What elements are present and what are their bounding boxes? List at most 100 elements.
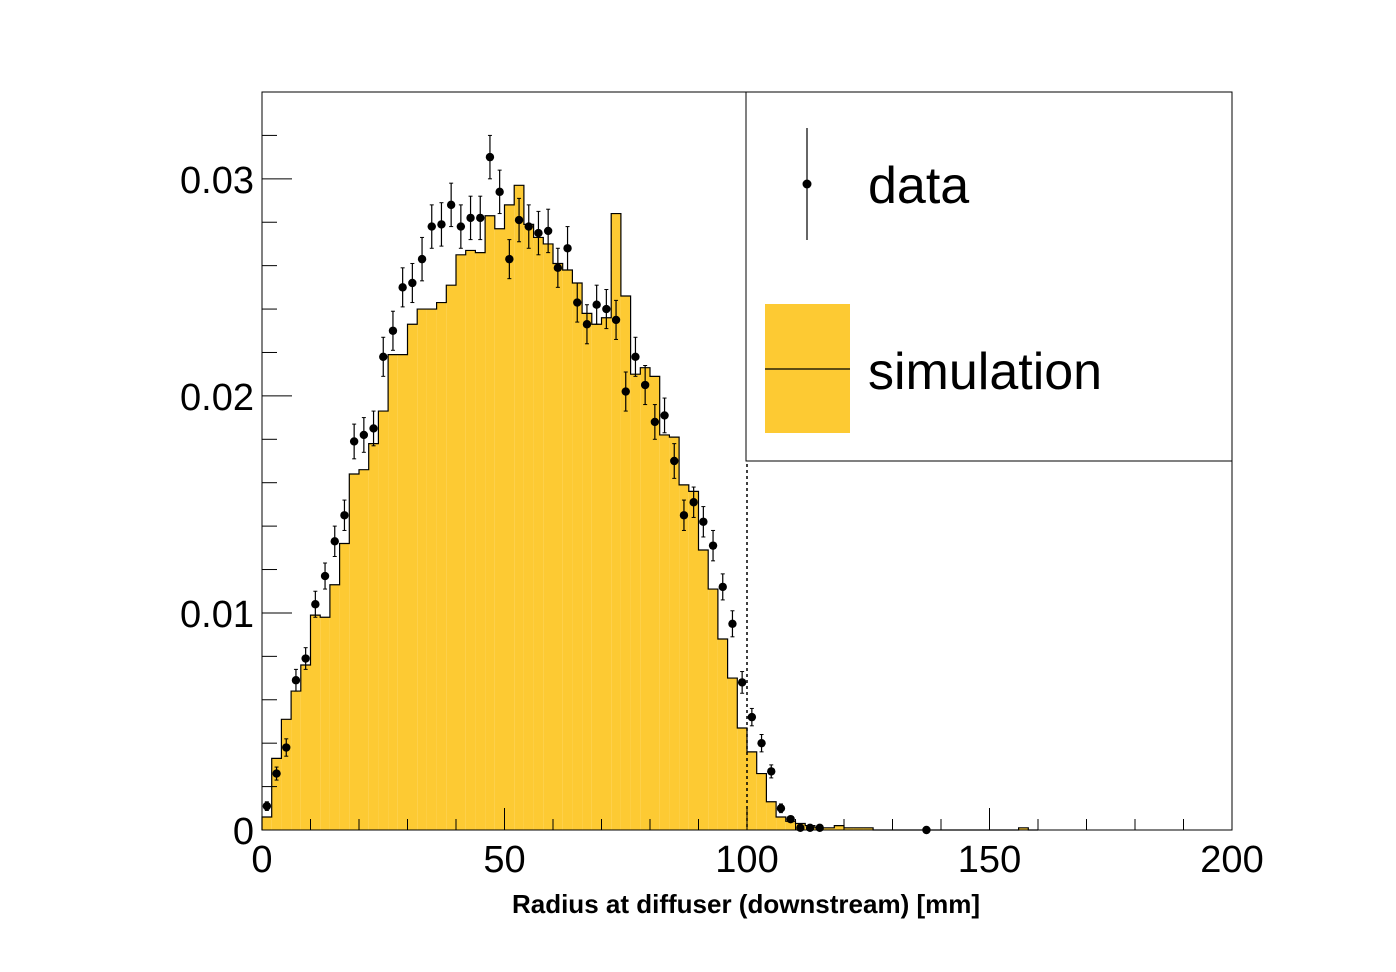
data-point [330, 537, 339, 546]
legend-simulation-label: simulation [868, 343, 1102, 401]
data-point [689, 498, 698, 507]
data-point [757, 738, 766, 748]
data-point [602, 304, 611, 314]
simulation-bin [543, 243, 553, 831]
data-point [708, 541, 718, 550]
simulation-bin [698, 549, 709, 830]
simulation-bin [562, 269, 573, 830]
simulation-bin [378, 411, 389, 830]
data-point [476, 213, 485, 223]
data-point [349, 437, 359, 446]
simulation-bin [756, 773, 767, 830]
data-point [524, 222, 533, 231]
data-point [679, 511, 689, 520]
simulation-bin [785, 821, 796, 830]
simulation-bin [611, 213, 621, 830]
simulation-bin [533, 237, 544, 830]
simulation-bin [494, 228, 505, 830]
simulation-bin [271, 758, 282, 830]
simulation-bin [456, 254, 466, 830]
data-point [446, 200, 456, 210]
data-point [320, 571, 330, 581]
data-point [262, 801, 272, 811]
data-point [369, 424, 378, 433]
data-point [311, 600, 320, 609]
data-point [621, 387, 630, 396]
data-point [786, 814, 795, 824]
simulation-bin [863, 827, 874, 830]
data-point [592, 300, 601, 309]
data-points [262, 134, 931, 835]
data-point [437, 220, 446, 229]
data-point [291, 676, 301, 685]
data-point [563, 244, 572, 253]
legend-data-marker [802, 179, 812, 189]
simulation-bin [620, 296, 631, 831]
simulation-bin [1018, 827, 1029, 830]
simulation-bin [504, 204, 515, 830]
data-point [272, 769, 281, 778]
data-point [767, 767, 776, 776]
simulation-bin [776, 816, 786, 830]
simulation-bin [572, 283, 583, 830]
simulation-bin [630, 374, 641, 830]
simulation-bin [262, 816, 272, 830]
y-tick-label: 0.03 [180, 160, 254, 202]
simulation-bin [659, 434, 670, 830]
data-point [728, 619, 737, 628]
simulation-bin [397, 354, 408, 830]
data-point [388, 326, 398, 335]
data-point [456, 222, 466, 231]
y-tick-label: 0.01 [180, 594, 254, 636]
legend-data-label: data [868, 157, 969, 215]
data-point [640, 380, 650, 390]
simulation-bin [553, 263, 563, 831]
simulation-bin [417, 309, 427, 830]
x-tick-label: 200 [1200, 839, 1263, 881]
simulation-bin [834, 825, 844, 830]
x-tick-labels: 0 50 100 150 200 [251, 839, 1263, 881]
simulation-bin [291, 691, 301, 830]
data-point [427, 222, 436, 231]
data-point [543, 226, 553, 236]
simulation-bin [368, 443, 379, 830]
data-point [670, 456, 679, 466]
simulation-bin [436, 302, 447, 830]
data-point [301, 654, 310, 663]
data-point [466, 213, 475, 223]
simulation-bin [359, 469, 369, 830]
simulation-bin [591, 324, 602, 830]
data-point [282, 743, 291, 752]
simulation-bin [329, 584, 340, 830]
x-tick-label: 150 [958, 839, 1021, 881]
simulation-bin [426, 309, 437, 830]
data-point [379, 352, 388, 362]
simulation-bin [582, 313, 592, 830]
simulation-bin [688, 491, 699, 830]
legend: data simulation [745, 91, 1233, 462]
simulation-bin [523, 224, 534, 830]
simulation-bin [407, 324, 418, 830]
data-point [582, 320, 592, 329]
data-point [611, 315, 621, 325]
data-point [573, 298, 582, 307]
data-point [553, 263, 563, 273]
simulation-bin [310, 615, 321, 830]
x-tick-label: 50 [483, 839, 525, 881]
simulation-bin [853, 827, 864, 830]
simulation-bin [717, 638, 728, 830]
simulation-bin [446, 285, 456, 830]
simulation-bin [669, 437, 680, 830]
data-point [737, 678, 747, 687]
data-point [398, 283, 407, 292]
simulation-bin [475, 252, 486, 830]
x-tick-label: 0 [251, 839, 272, 881]
simulation-bin [679, 484, 689, 830]
data-point [359, 430, 369, 440]
data-point [505, 254, 514, 264]
simulation-bin [320, 617, 330, 830]
x-tick-label: 100 [715, 839, 778, 881]
x-axis-title: Radius at diffuser (downstream) [mm] [512, 889, 980, 919]
simulation-bin [824, 827, 835, 830]
